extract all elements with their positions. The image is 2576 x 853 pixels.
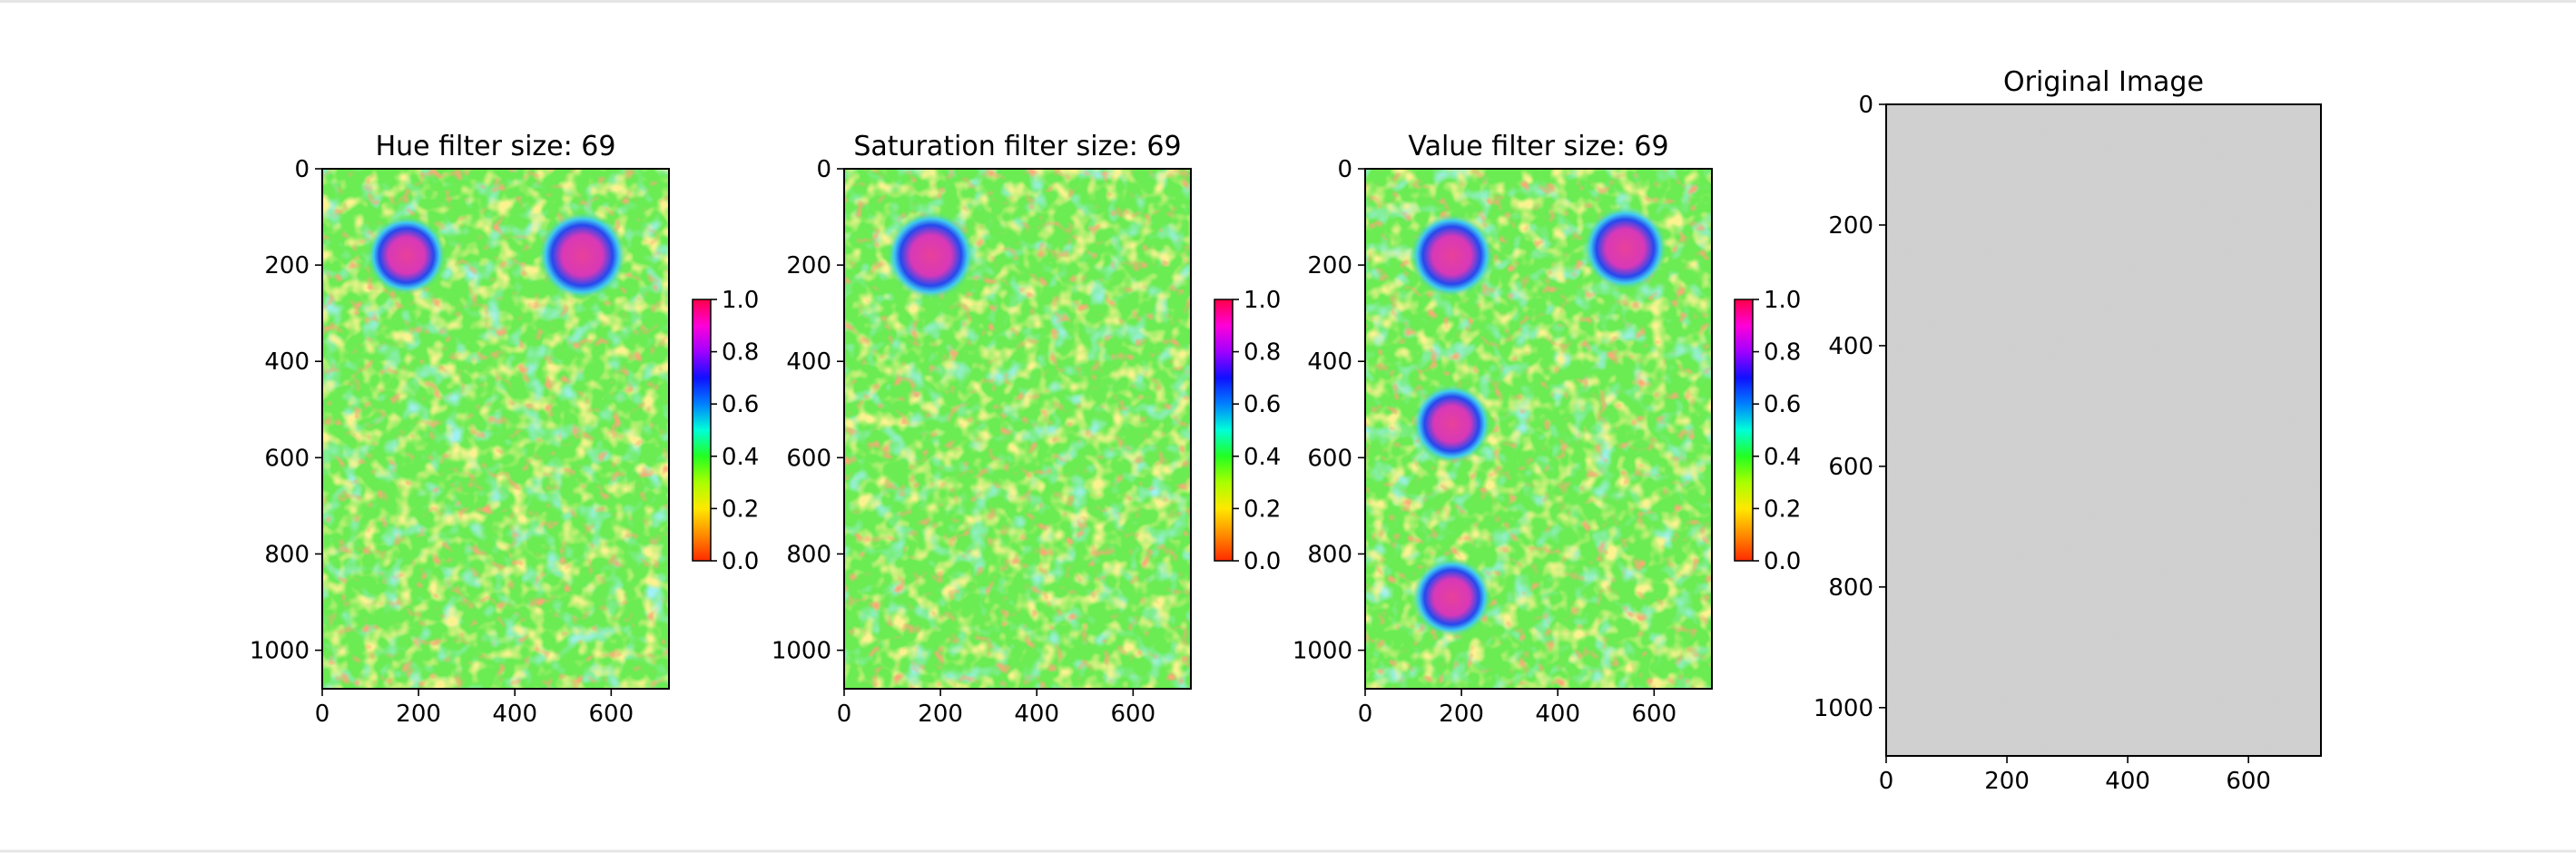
x-tick-label: 0 <box>1358 701 1373 728</box>
x-tick-label: 600 <box>2226 768 2271 795</box>
colorbar: 0.0 0.2 0.4 0.6 0.8 1.0 <box>692 287 759 575</box>
panel-title: Saturation filter size: 69 <box>853 131 1181 162</box>
y-tick-label: 400 <box>786 348 831 376</box>
panel-title: Value filter size: 69 <box>1408 131 1668 162</box>
colorbar-tick-label: 0.2 <box>1244 495 1281 523</box>
colorbar-gradient <box>1734 299 1754 562</box>
hotspot-1 <box>886 211 976 300</box>
colorbar-tick-label: 0.8 <box>1244 339 1281 367</box>
y-tick-label: 1000 <box>772 638 831 665</box>
y-tick-label: 0 <box>1337 156 1352 183</box>
colorbar: 0.0 0.2 0.4 0.6 0.8 1.0 <box>1734 287 1801 575</box>
colorbar-tick-label: 0.2 <box>722 495 759 523</box>
heatmap-area <box>322 169 669 689</box>
y-tick-label: 0 <box>1858 92 1873 119</box>
colorbar-tick-label: 0.8 <box>722 339 759 367</box>
axes-frame <box>1885 103 2322 757</box>
y-tick-label: 600 <box>264 445 310 472</box>
x-tick-label: 600 <box>1111 701 1156 728</box>
panel-1: Hue filter size: 69 0 200 400 600 0 200 400 600 8… <box>250 131 760 728</box>
colorbar-tick-label: 0.6 <box>722 391 759 418</box>
x-tick-label: 0 <box>315 701 330 728</box>
hotspot-1 <box>1409 212 1495 299</box>
x-tick-label: 600 <box>1632 701 1677 728</box>
hotspot-2 <box>1582 205 1668 291</box>
y-tick-label: 0 <box>816 156 831 183</box>
x-tick-label: 200 <box>1439 701 1484 728</box>
colorbar-gradient <box>1214 299 1234 562</box>
y-tick-label: 400 <box>1828 333 1873 360</box>
colorbar-tick-label: 0.2 <box>1764 495 1801 523</box>
y-tick-label: 200 <box>264 252 310 279</box>
panel-title: Original Image <box>2003 66 2204 98</box>
axes-frame <box>1364 168 1713 690</box>
heatmap-area <box>844 169 1191 689</box>
x-tick-label: 0 <box>837 701 852 728</box>
panels: Hue filter size: 69 0 200 400 600 0 200 400 600 8… <box>250 66 2322 795</box>
y-tick-label: 200 <box>1307 252 1352 279</box>
x-tick-label: 200 <box>918 701 963 728</box>
y-tick-label: 800 <box>786 541 831 568</box>
x-tick-label: 0 <box>1879 768 1894 795</box>
panel-title: Hue filter size: 69 <box>376 131 616 162</box>
y-tick-label: 200 <box>786 252 831 279</box>
y-tick-label: 800 <box>1828 574 1873 602</box>
colorbar-tick-label: 1.0 <box>1244 287 1281 314</box>
y-tick-label: 800 <box>264 541 310 568</box>
x-tick-label: 600 <box>589 701 634 728</box>
hotspot-3 <box>1411 384 1492 465</box>
y-tick-label: 400 <box>1307 348 1352 376</box>
y-tick-label: 800 <box>1307 541 1352 568</box>
axes-frame <box>321 168 670 690</box>
x-tick-label: 400 <box>1535 701 1580 728</box>
y-tick-label: 400 <box>264 348 310 376</box>
panel-4: Original Image 0 200 400 600 0 200 400 600 800 100… <box>1814 66 2322 795</box>
y-tick-label: 0 <box>294 156 310 183</box>
colorbar-tick-label: 0.4 <box>1764 444 1801 471</box>
colorbar-tick-label: 0.4 <box>722 444 759 471</box>
colorbar-tick-label: 0.6 <box>1764 391 1801 418</box>
panel-2: Saturation filter size: 69 0 200 400 600 0 200… <box>772 131 1282 728</box>
colorbar-tick-label: 1.0 <box>722 287 759 314</box>
colorbar-tick-label: 1.0 <box>1764 287 1801 314</box>
y-tick-label: 1000 <box>1293 638 1352 665</box>
hotspot-2 <box>537 211 627 300</box>
colorbar: 0.0 0.2 0.4 0.6 0.8 1.0 <box>1214 287 1281 575</box>
colorbar-tick-label: 0.0 <box>1244 548 1281 575</box>
hotspot-4 <box>1411 557 1492 638</box>
image-grain <box>1886 104 2321 756</box>
y-tick-label: 600 <box>786 445 831 472</box>
colorbar-gradient <box>692 299 712 562</box>
x-tick-label: 200 <box>396 701 441 728</box>
colorbar-tick-label: 0.8 <box>1764 339 1801 367</box>
colorbar-tick-label: 0.0 <box>1764 548 1801 575</box>
x-tick-label: 400 <box>1014 701 1059 728</box>
colorbar-tick-label: 0.0 <box>722 548 759 575</box>
colorbar-tick-label: 0.6 <box>1244 391 1281 418</box>
y-tick-label: 600 <box>1307 445 1352 472</box>
y-tick-label: 1000 <box>1814 695 1873 722</box>
x-tick-label: 400 <box>2105 768 2150 795</box>
axes-frame <box>843 168 1192 690</box>
panel-3: Value filter size: 69 0 200 400 600 0 200 400 60… <box>1293 131 1802 728</box>
y-tick-label: 1000 <box>250 638 310 665</box>
y-tick-label: 600 <box>1828 454 1873 481</box>
heatmap-area <box>1365 169 1712 689</box>
y-tick-label: 200 <box>1828 212 1873 240</box>
x-tick-label: 400 <box>492 701 537 728</box>
hotspot-1 <box>366 215 447 296</box>
colorbar-tick-label: 0.4 <box>1244 444 1281 471</box>
x-tick-label: 200 <box>1984 768 2030 795</box>
